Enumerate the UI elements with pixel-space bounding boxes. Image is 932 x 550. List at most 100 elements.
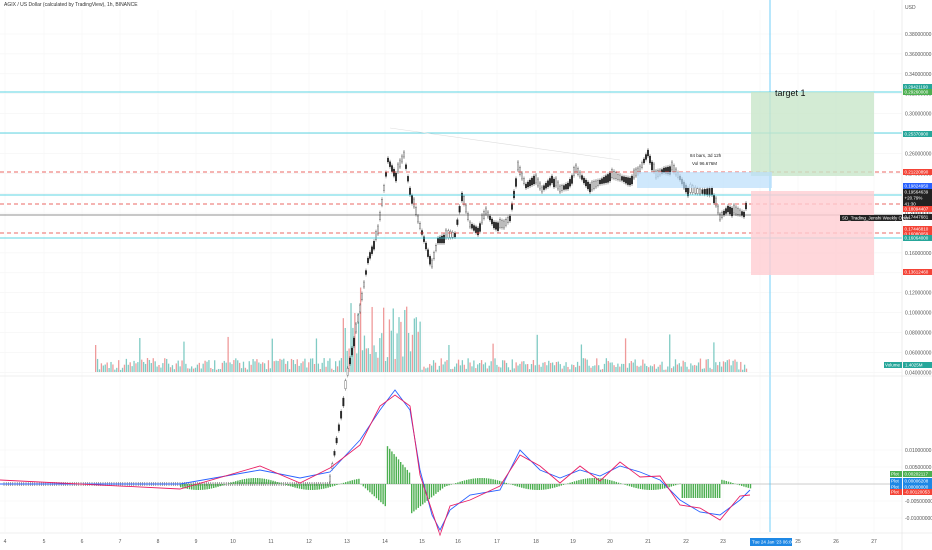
volume-bar — [713, 342, 715, 372]
volume-bar — [221, 362, 224, 372]
target-zone[interactable] — [751, 92, 874, 176]
volume-bar — [513, 368, 515, 372]
time-tick-label: 4 — [4, 539, 7, 545]
volume-bar — [550, 362, 552, 372]
volume-bar — [96, 358, 99, 372]
histogram-bar — [400, 462, 402, 484]
osc-tag — [903, 478, 932, 484]
histogram-bar — [525, 484, 527, 489]
histogram-bar — [441, 484, 444, 489]
histogram-bar — [461, 481, 463, 484]
volume-bar — [611, 362, 613, 372]
trend-line[interactable] — [389, 127, 621, 161]
histogram-bar — [195, 484, 197, 490]
candle-body — [391, 165, 393, 172]
histogram-bar — [730, 482, 732, 484]
histogram-bar — [694, 484, 697, 498]
volume-bar — [427, 367, 429, 372]
histogram-bar — [455, 483, 457, 484]
histogram-bar — [681, 484, 683, 498]
time-tick-label: 8 — [157, 539, 160, 545]
candle-body — [361, 293, 363, 300]
volume-bar — [509, 369, 512, 372]
volume-bar — [538, 364, 540, 372]
histogram-bar — [683, 484, 686, 498]
volume-bar — [290, 358, 293, 372]
histogram-bar — [699, 484, 701, 498]
candle-body — [673, 165, 675, 173]
volume-bar — [319, 368, 321, 372]
histogram-bar — [490, 478, 492, 484]
histogram-bar — [439, 484, 441, 491]
histogram-bar — [598, 478, 600, 484]
time-tick-label: 27 — [871, 539, 877, 545]
histogram-bar — [450, 484, 452, 485]
histogram-bar — [389, 448, 391, 484]
candle-body — [417, 215, 419, 223]
time-tick-label: 22 — [683, 539, 689, 545]
macd-line[interactable] — [0, 389, 751, 531]
histogram-bar — [221, 484, 224, 486]
volume-bar — [212, 369, 214, 372]
target-label: target 1 — [775, 88, 806, 98]
stop-zone[interactable] — [751, 191, 874, 275]
volume-bar — [237, 360, 239, 372]
price-tag-label: 0.21220890 — [905, 170, 929, 175]
volume-bar — [653, 364, 656, 372]
volume-bar — [356, 353, 358, 372]
volume-bar — [663, 369, 665, 372]
price-tag — [903, 235, 932, 241]
volume-bar — [601, 369, 604, 372]
volume-bar — [536, 334, 538, 372]
volume-bar — [548, 360, 550, 372]
candle-body — [649, 155, 651, 164]
volume-bar — [123, 364, 126, 372]
volume-bar — [196, 364, 199, 372]
volume-bar — [623, 363, 625, 372]
candle-body — [429, 256, 431, 265]
candle-body — [567, 182, 569, 190]
volume-bar — [615, 366, 617, 372]
candle-body — [423, 236, 425, 242]
histogram-bar — [206, 484, 208, 490]
volume-bar — [110, 361, 112, 372]
histogram-bar — [314, 484, 316, 490]
volume-bar — [434, 362, 437, 372]
volume-bar — [384, 361, 387, 372]
histogram-bar — [540, 484, 543, 490]
volume-bar — [680, 366, 682, 372]
histogram-bar — [479, 478, 481, 484]
price-tag — [903, 183, 932, 189]
histogram-bar — [688, 484, 690, 498]
price-tag-label: 0.17446810 — [905, 227, 929, 232]
volume-bar — [628, 363, 631, 372]
volume-bar — [722, 361, 725, 372]
volume-bar — [215, 369, 218, 372]
histogram-bar — [426, 484, 428, 501]
volume-bar — [158, 364, 160, 372]
histogram-bar — [312, 484, 314, 490]
volume-bar — [421, 369, 423, 372]
volume-bar — [517, 365, 519, 372]
price-tick-label: 0.30000000 — [905, 112, 932, 118]
candle-body — [607, 174, 609, 183]
histogram-bar — [224, 484, 226, 485]
signal-line[interactable] — [0, 394, 751, 537]
measure-box[interactable] — [637, 172, 772, 188]
histogram-bar — [364, 484, 367, 489]
volume-bar — [361, 350, 364, 372]
candle-body — [741, 211, 743, 216]
volume-bar — [369, 353, 371, 372]
candle-body — [547, 180, 549, 187]
osc-tag-label: 0.00006208 — [905, 479, 929, 484]
volume-bar — [467, 358, 469, 372]
histogram-bar — [661, 484, 664, 489]
candle-body — [465, 204, 467, 213]
histogram-bar — [257, 478, 259, 484]
volume-bar — [183, 341, 185, 372]
price-tick-label: 0.06000000 — [905, 350, 932, 356]
volume-bar — [112, 364, 114, 372]
volume-bar — [738, 369, 740, 372]
